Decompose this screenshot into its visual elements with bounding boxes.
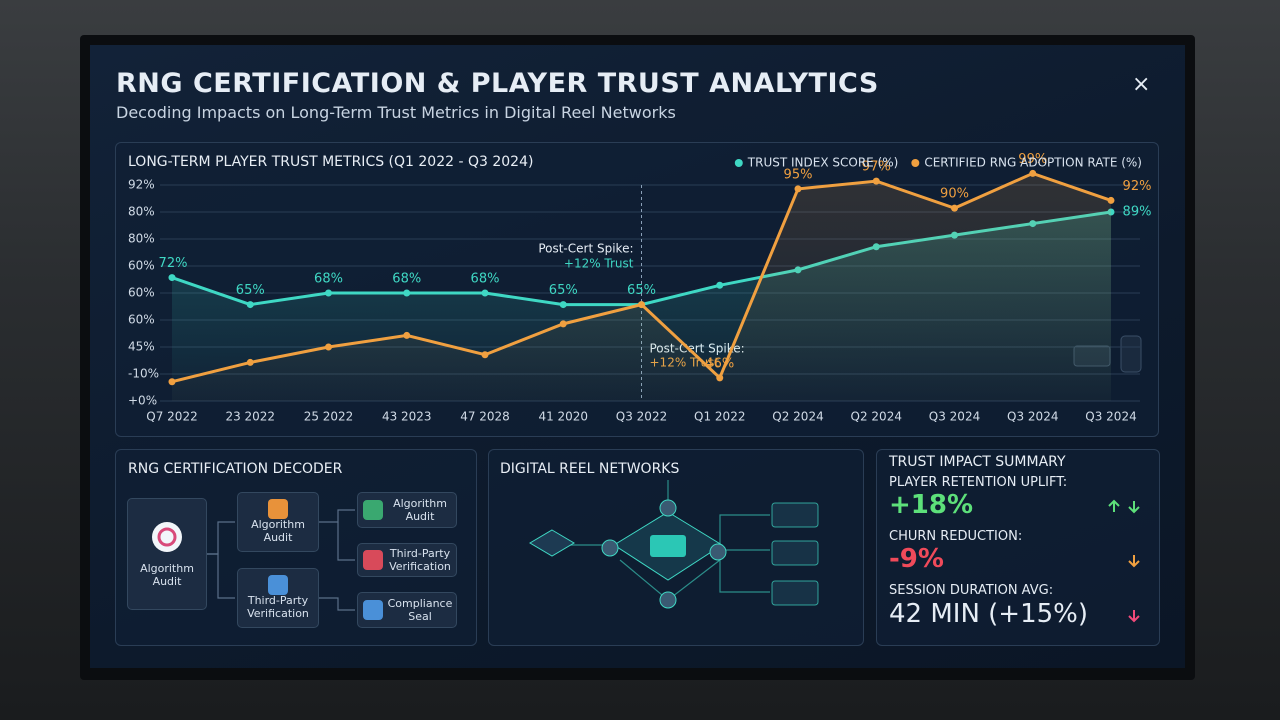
metric-value: +18%: [889, 490, 974, 520]
data-label: 68%: [471, 272, 500, 287]
data-point: [246, 301, 254, 309]
x-tick-label: Q3 2024: [929, 410, 980, 424]
data-point: [794, 185, 802, 193]
data-label: 65%: [236, 283, 265, 298]
close-button[interactable]: ×: [1132, 72, 1151, 97]
metric-label: PLAYER RETENTION UPLIFT:: [889, 475, 1068, 490]
data-point: [638, 301, 645, 309]
data-point: [403, 289, 411, 297]
data-label: 99%: [1018, 152, 1047, 167]
node-icon: [152, 522, 182, 552]
node-icon: [363, 600, 383, 620]
legend-marker: [734, 159, 743, 167]
summary-title: TRUST IMPACT SUMMARY: [889, 454, 1066, 470]
metric-value: 42 MIN (+15%): [889, 599, 1089, 629]
data-label: 65%: [549, 283, 578, 298]
data-label: 89%: [1123, 205, 1152, 220]
data-point: [1029, 169, 1037, 177]
data-label: 97%: [862, 160, 891, 175]
x-tick-label: 25 2022: [304, 410, 354, 424]
data-point: [872, 177, 880, 185]
x-tick-label: Q1 2022: [694, 410, 745, 424]
node-label: Third-Party Verification: [247, 594, 309, 620]
y-tick-label: 45%: [128, 340, 155, 354]
data-label: 65%: [627, 283, 656, 298]
decoder-title: RNG CERTIFICATION DECODER: [128, 461, 343, 477]
chart-title: LONG-TERM PLAYER TRUST METRICS (Q1 2022 …: [128, 154, 533, 170]
data-point: [246, 358, 254, 366]
data-point: [716, 374, 724, 382]
legend-label: TRUST INDEX SCORE (%): [747, 156, 899, 170]
data-label: 92%: [1123, 179, 1152, 194]
network-panel: [488, 449, 864, 646]
annotation: +12% Trust: [564, 257, 634, 271]
data-point: [716, 281, 724, 289]
y-tick-label: 60%: [128, 286, 155, 300]
decoder-node: Algorithm Audit: [127, 498, 207, 610]
x-tick-label: Q2 2024: [851, 410, 902, 424]
data-point: [325, 289, 332, 297]
data-point: [403, 331, 411, 339]
data-point: [325, 343, 332, 351]
zoom-control[interactable]: [1120, 335, 1142, 373]
x-tick-label: Q3 2024: [1007, 410, 1058, 424]
node-icon: [363, 500, 383, 520]
legend-marker: [911, 159, 920, 167]
data-point: [951, 204, 958, 212]
annotation: Post-Cert Spike:: [538, 242, 633, 256]
x-tick-label: Q3 2024: [1085, 410, 1136, 424]
x-tick-label: 47 2028: [460, 410, 510, 424]
metric-label: SESSION DURATION AVG:: [889, 583, 1054, 598]
node-icon: [363, 550, 383, 570]
node-label: Third-Party Verification: [389, 547, 451, 573]
x-tick-label: Q7 2022: [146, 410, 197, 424]
title: RNG CERTIFICATION & PLAYER TRUST ANALYTI…: [116, 68, 879, 99]
decoder-node: Third-Party Verification: [237, 568, 319, 628]
data-label: 68%: [314, 272, 343, 287]
data-point: [168, 378, 176, 386]
data-point: [559, 320, 567, 328]
x-tick-label: Q2 2024: [772, 410, 823, 424]
y-tick-label: 80%: [128, 205, 155, 219]
y-tick-label: 92%: [128, 178, 155, 192]
data-label: 90%: [940, 187, 969, 202]
node-label: Compliance Seal: [387, 597, 453, 623]
y-tick-label: -10%: [128, 367, 159, 381]
node-icon: [268, 575, 288, 595]
data-label: 46%: [705, 356, 734, 371]
node-label: Algorithm Audit: [393, 497, 447, 523]
y-tick-label: 60%: [128, 259, 155, 273]
data-label: 95%: [784, 167, 813, 182]
x-tick-label: 41 2020: [538, 410, 588, 424]
metric-label: CHURN REDUCTION:: [889, 529, 1023, 544]
node-label: Algorithm Audit: [140, 562, 194, 588]
legend-label: CERTIFIED RNG ADOPTION RATE (%): [924, 156, 1142, 170]
x-tick-label: 23 2022: [225, 410, 275, 424]
data-point: [481, 289, 489, 297]
node-label: Algorithm Audit: [251, 518, 305, 544]
series-area: [172, 173, 1111, 401]
network-title: DIGITAL REEL NETWORKS: [500, 461, 680, 477]
x-tick-label: Q3 2022: [616, 410, 667, 424]
x-tick-label: 43 2023: [382, 410, 432, 424]
data-point: [168, 274, 176, 282]
data-point: [559, 301, 567, 309]
data-label: 68%: [392, 272, 421, 287]
data-point: [481, 351, 489, 359]
metric-value: -9%: [889, 544, 944, 574]
y-tick-label: 60%: [128, 313, 155, 327]
data-point: [1107, 196, 1115, 204]
subtitle: Decoding Impacts on Long-Term Trust Metr…: [116, 103, 676, 122]
summary-panel: [876, 449, 1160, 646]
y-tick-label: +0%: [128, 394, 157, 408]
y-tick-label: 80%: [128, 232, 155, 246]
node-icon: [268, 499, 288, 519]
data-label: 72%: [159, 256, 188, 271]
